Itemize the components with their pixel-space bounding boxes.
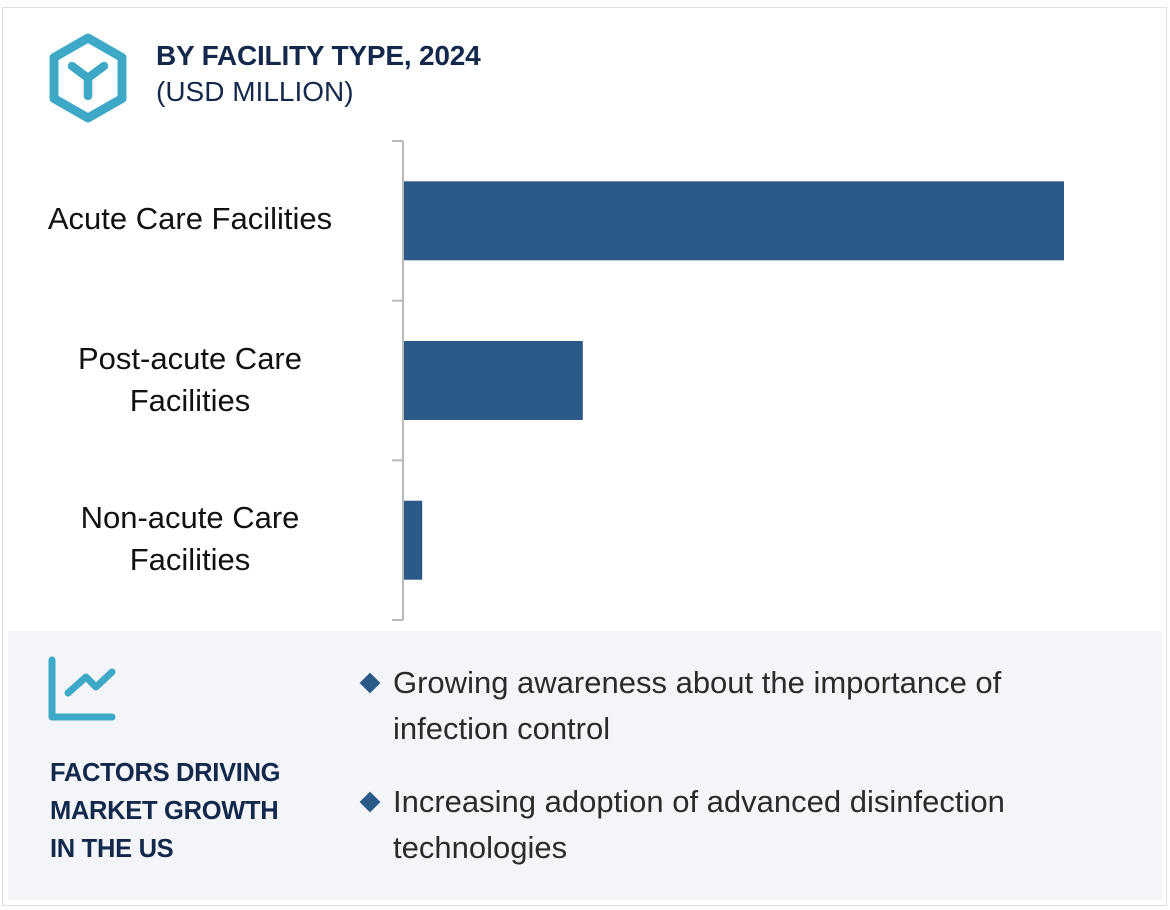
factors-panel (8, 631, 1162, 900)
hexagon-y-icon (49, 33, 127, 123)
factors-title: FACTORS DRIVING MARKET GROWTH IN THE US (50, 759, 281, 863)
bar-acute-care-facilities (403, 181, 1064, 261)
diamond-bullet-icon (359, 672, 381, 694)
factor-bullet: Increasing adoption of advanced disinfec… (358, 779, 1138, 871)
bar-chart (392, 140, 1064, 621)
diamond-bullet-icon (359, 791, 381, 813)
factor-bullet: Growing awareness about the importance o… (358, 660, 1138, 752)
chart-subtitle: (USD MILLION) (156, 76, 354, 107)
bar-non-acute-care-facilities (403, 500, 423, 580)
category-label-acute: Acute Care Facilities (47, 201, 333, 236)
category-label-post-acute: Post-acute Care Facilities (78, 341, 302, 418)
bar-post-acute-care-facilities (403, 341, 583, 420)
trend-chart-icon (48, 656, 116, 721)
chart-title: BY FACILITY TYPE, 2024 (156, 40, 481, 71)
category-label-non-acute: Non-acute Care Facilities (80, 500, 300, 577)
